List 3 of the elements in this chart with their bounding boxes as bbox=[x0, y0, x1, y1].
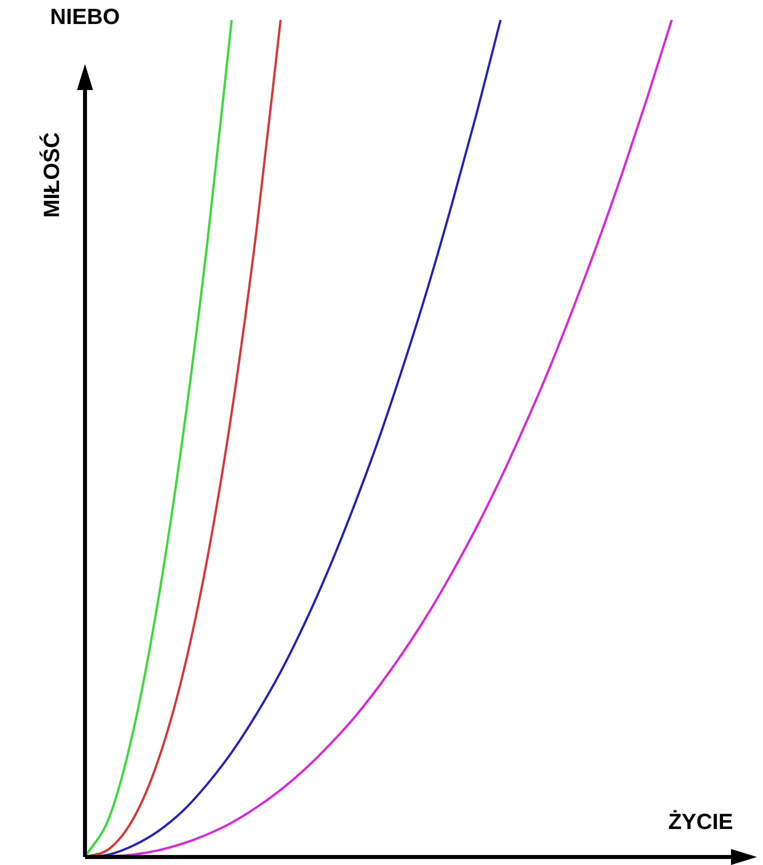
y-axis-title: MIŁOŚĆ bbox=[39, 132, 64, 218]
x-axis-title: ŻYCIE bbox=[668, 809, 733, 834]
annotation: NIEBO bbox=[50, 4, 120, 30]
